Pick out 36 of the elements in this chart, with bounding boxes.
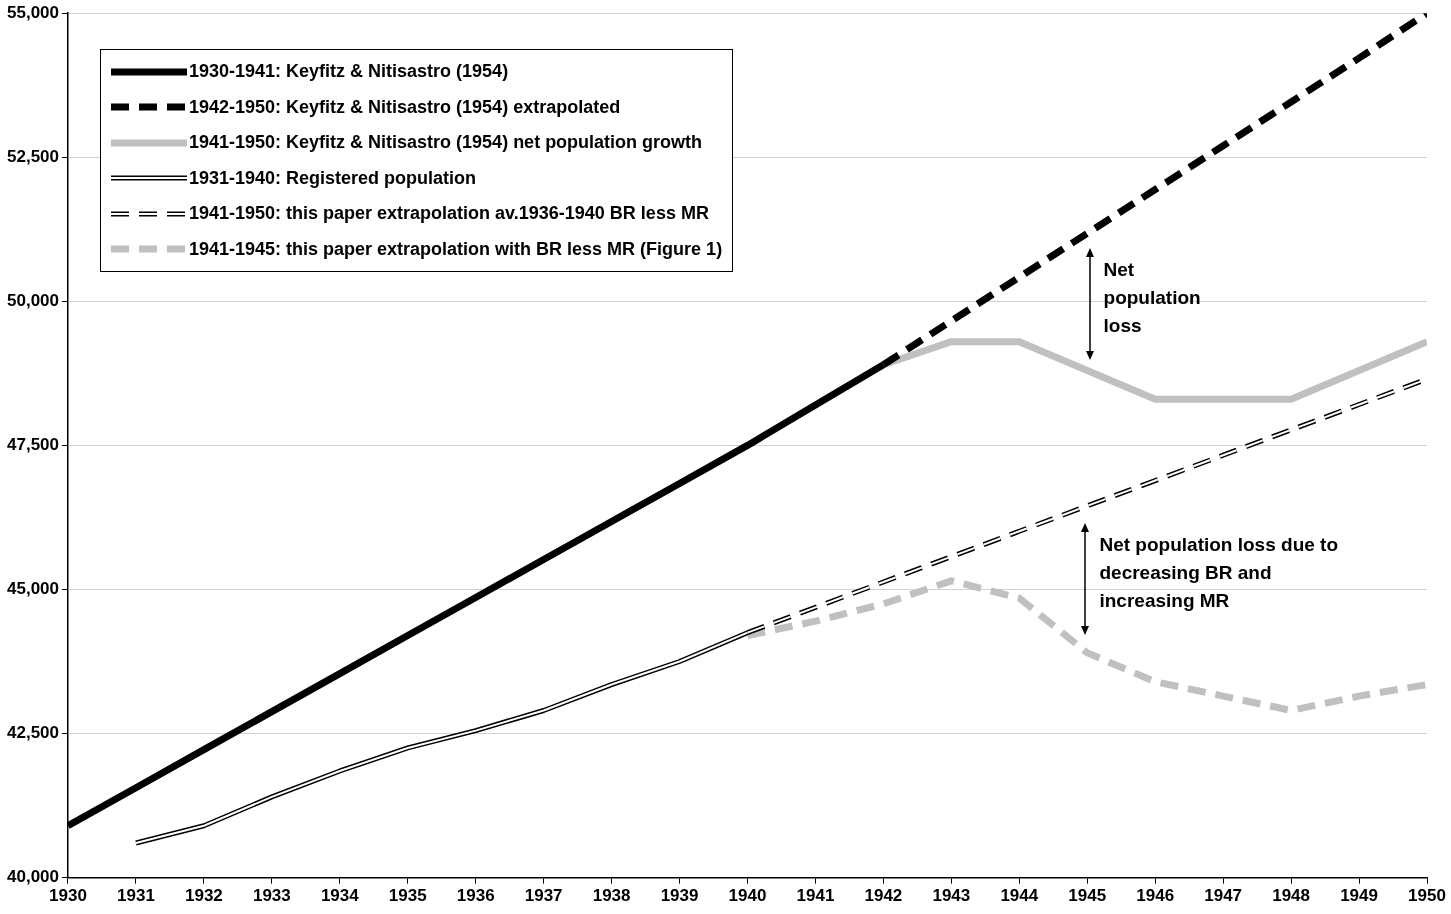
x-tick-label: 1932	[184, 886, 223, 906]
x-tick-label: 1942	[864, 886, 903, 906]
x-tick-label: 1940	[728, 886, 767, 906]
y-tick-label: 50,000	[7, 291, 59, 311]
x-tick-label: 1937	[524, 886, 563, 906]
x-tick-label: 1933	[252, 886, 291, 906]
y-tick-label: 40,000	[7, 867, 59, 887]
x-tick-label: 1946	[1136, 886, 1175, 906]
x-tick-label: 1950	[1408, 886, 1446, 906]
legend-label: 1941-1950: Keyfitz & Nitisastro (1954) net population growth	[188, 132, 703, 154]
legend-label: 1941-1945: this paper extrapolation with BR less MR (Figure 1)	[188, 238, 723, 260]
legend-label: 1941-1950: this paper extrapolation av.1936-1940 BR less MR	[188, 203, 709, 225]
x-tick-label: 1943	[932, 886, 971, 906]
annotation: Net population loss	[1103, 258, 1202, 339]
y-tick-label: 45,000	[7, 579, 59, 599]
legend-label: 1930-1941: Keyfitz & Nitisastro (1954)	[188, 61, 509, 83]
y-tick-label: 42,500	[7, 723, 59, 743]
x-tick-label: 1949	[1340, 886, 1378, 906]
x-tick-label: 1941	[796, 886, 835, 906]
y-tick-label: 52,500	[7, 146, 59, 166]
y-tick-label: 47,500	[7, 435, 59, 455]
x-tick-label: 1930	[49, 886, 87, 906]
x-tick-label: 1947	[1204, 886, 1243, 906]
x-tick-label: 1935	[388, 886, 427, 906]
x-tick-label: 1931	[117, 886, 155, 906]
legend-label: 1931-1940: Registered population	[188, 167, 477, 189]
legend-label: 1942-1950: Keyfitz & Nitisastro (1954) extrapolated	[188, 96, 621, 118]
annotation: Net population loss due to decreasing BR and increasing MR	[1099, 533, 1340, 613]
x-tick-label: 1938	[592, 886, 631, 906]
x-tick-label: 1939	[660, 886, 699, 906]
x-tick-label: 1944	[1000, 886, 1039, 906]
x-tick-label: 1934	[320, 886, 360, 906]
x-tick-label: 1936	[456, 886, 495, 906]
y-tick-label: 55,000	[7, 2, 59, 22]
x-tick-label: 1948	[1272, 886, 1311, 906]
x-tick-label: 1945	[1068, 886, 1107, 906]
